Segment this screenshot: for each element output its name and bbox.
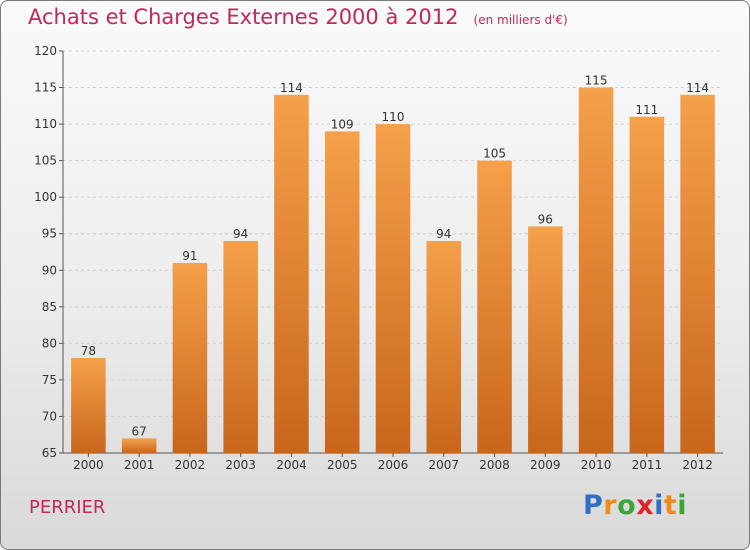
x-tick-label: 2007 bbox=[428, 458, 459, 472]
y-tick-label: 80 bbox=[42, 336, 57, 350]
bar-value-label: 78 bbox=[81, 344, 96, 358]
bar-value-label: 96 bbox=[538, 212, 553, 226]
bar bbox=[274, 94, 309, 453]
bar-value-label: 91 bbox=[182, 249, 197, 263]
bar-value-label: 114 bbox=[686, 81, 709, 95]
brand-letter: P bbox=[583, 490, 604, 521]
brand-letter: i bbox=[654, 490, 664, 521]
bar bbox=[121, 438, 157, 453]
bar bbox=[375, 124, 411, 453]
brand-letter: t bbox=[663, 490, 678, 521]
bar-value-label: 105 bbox=[483, 147, 506, 161]
bar bbox=[528, 226, 563, 453]
brand-letter: o bbox=[617, 490, 637, 521]
bar bbox=[71, 357, 106, 453]
x-tick-label: 2001 bbox=[124, 458, 155, 472]
bar-value-label: 67 bbox=[132, 424, 147, 438]
x-tick-label: 2006 bbox=[378, 458, 409, 472]
bar bbox=[578, 87, 614, 453]
y-tick-label: 120 bbox=[34, 44, 57, 58]
bar bbox=[324, 131, 360, 453]
chart-title-block: Achats et Charges Externes 2000 à 2012 (… bbox=[28, 5, 568, 29]
x-tick-label: 2012 bbox=[682, 458, 713, 472]
bar-value-label: 94 bbox=[436, 227, 451, 241]
x-tick-label: 2011 bbox=[632, 458, 663, 472]
brand-letter: r bbox=[603, 490, 618, 521]
y-tick-label: 90 bbox=[42, 263, 57, 277]
x-tick-label: 2005 bbox=[327, 458, 358, 472]
chart-title: Achats et Charges Externes 2000 à 2012 bbox=[28, 5, 459, 29]
y-tick-label: 100 bbox=[34, 190, 57, 204]
x-tick-label: 2004 bbox=[276, 458, 307, 472]
bar-value-label: 94 bbox=[233, 227, 248, 241]
bar-value-label: 115 bbox=[585, 74, 608, 88]
bar-value-label: 111 bbox=[635, 103, 658, 117]
bar bbox=[680, 94, 715, 453]
y-tick-label: 75 bbox=[42, 373, 57, 387]
x-tick-label: 2010 bbox=[581, 458, 612, 472]
x-tick-label: 2008 bbox=[479, 458, 510, 472]
y-tick-label: 85 bbox=[42, 300, 57, 314]
bar bbox=[477, 160, 512, 454]
y-tick-label: 65 bbox=[42, 446, 57, 460]
x-tick-label: 2000 bbox=[73, 458, 104, 472]
commune-name: PERRIER bbox=[29, 497, 106, 518]
bar-value-label: 110 bbox=[382, 110, 405, 124]
y-tick-label: 115 bbox=[34, 81, 57, 95]
bar bbox=[426, 241, 462, 453]
bar-value-label: 114 bbox=[280, 81, 303, 95]
bar bbox=[223, 241, 258, 453]
y-tick-label: 95 bbox=[42, 227, 57, 241]
brand-letter: i bbox=[677, 490, 688, 521]
x-tick-label: 2003 bbox=[225, 458, 256, 472]
y-tick-label: 105 bbox=[34, 154, 57, 168]
x-tick-label: 2002 bbox=[175, 458, 206, 472]
bar bbox=[629, 116, 665, 454]
x-tick-label: 2009 bbox=[530, 458, 561, 472]
bar bbox=[172, 262, 208, 453]
brand-letter: x bbox=[636, 490, 655, 521]
bar-value-label: 109 bbox=[331, 117, 354, 131]
y-tick-label: 110 bbox=[34, 117, 57, 131]
y-tick-label: 70 bbox=[42, 409, 57, 423]
brand-logo: Proxiti bbox=[583, 490, 687, 521]
chart-unit-note: (en milliers d'€) bbox=[473, 13, 568, 27]
